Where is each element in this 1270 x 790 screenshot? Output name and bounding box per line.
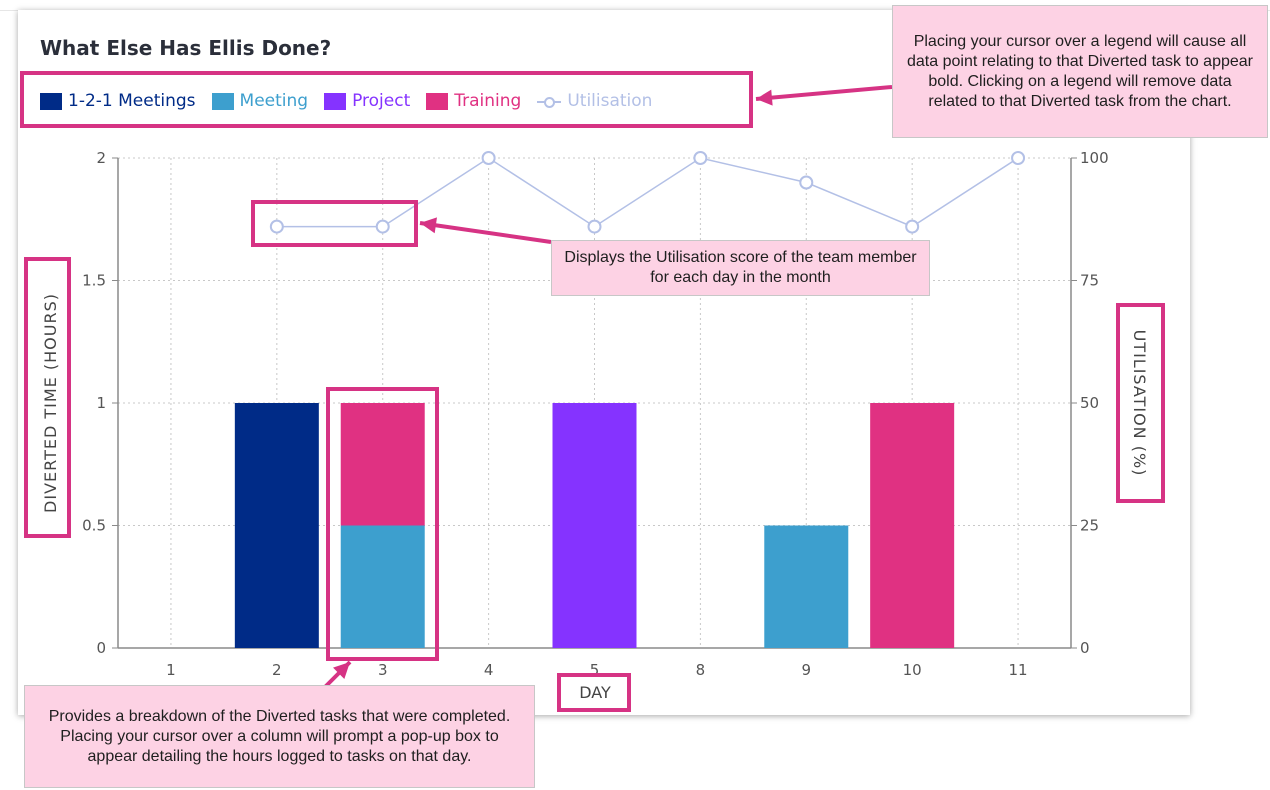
legend-item-training[interactable]: Training xyxy=(426,91,521,111)
legend-callout-arrow-head xyxy=(756,89,773,106)
bar-training xyxy=(870,403,955,648)
utilisation-callout: Displays the Utilisation score of the te… xyxy=(551,240,930,296)
utilisation-callout-arrow-head xyxy=(420,217,437,234)
bar-1-2-1-meetings xyxy=(234,403,319,648)
chart-title: What Else Has Ellis Done? xyxy=(40,36,332,60)
chart-legend: 1-2-1 Meetings Meeting Project Training … xyxy=(40,88,668,114)
y-tick-label: 0.5 xyxy=(82,517,106,535)
legend-label: Project xyxy=(352,91,411,111)
line-marker-icon xyxy=(537,93,562,110)
utilisation-point xyxy=(375,219,390,234)
utilisation-callout-arrow xyxy=(419,221,552,244)
legend-label: Utilisation xyxy=(567,91,653,111)
x-tick-label: 8 xyxy=(696,661,706,679)
legend-label: Training xyxy=(454,91,522,111)
x-tick-label: 2 xyxy=(272,661,282,679)
columns-callout-arrow-head xyxy=(333,662,350,679)
y2-tick-label: 25 xyxy=(1080,517,1099,535)
legend-item-utilisation[interactable]: Utilisation xyxy=(537,91,652,111)
utilisation-point xyxy=(481,151,496,165)
x-axis-label: DAY xyxy=(579,683,611,702)
legend-callout: Placing your cursor over a legend will c… xyxy=(892,5,1268,138)
utilisation-point xyxy=(693,151,708,165)
legend-callout-arrow xyxy=(755,85,893,101)
utilisation-line xyxy=(276,157,1019,228)
y-tick-label: 1.5 xyxy=(82,272,106,290)
y2-tick-label: 0 xyxy=(1080,639,1090,657)
bar-training xyxy=(340,403,425,526)
legend-item-meeting[interactable]: Meeting xyxy=(211,91,309,111)
x-tick-label: 3 xyxy=(378,661,388,679)
legend-swatch xyxy=(324,92,347,110)
y-axis-label: DIVERTED TIME (HOURS) xyxy=(41,293,60,513)
y-tick-label: 0 xyxy=(96,639,106,657)
legend-swatch xyxy=(426,92,449,110)
x-tick-label: 9 xyxy=(802,661,812,679)
y2-tick-label: 50 xyxy=(1080,394,1099,412)
x-tick-label: 10 xyxy=(903,661,922,679)
utilisation-point xyxy=(905,219,920,234)
y-tick-label: 1 xyxy=(96,394,106,412)
columns-callout: Provides a breakdown of the Diverted tas… xyxy=(24,685,535,788)
bar-meeting xyxy=(340,525,425,648)
utilisation-point xyxy=(269,219,284,234)
utilisation-point xyxy=(799,175,814,190)
bar-meeting xyxy=(764,525,849,648)
legend-item-1-2-1-meetings[interactable]: 1-2-1 Meetings xyxy=(40,91,196,111)
y-tick-label: 2 xyxy=(96,149,106,167)
y2-tick-label: 100 xyxy=(1080,149,1109,167)
x-tick-label: 4 xyxy=(484,661,494,679)
bar-project xyxy=(552,403,637,648)
utilisation-point xyxy=(1011,151,1026,165)
utilisation-point xyxy=(587,219,602,234)
legend-swatch xyxy=(211,92,234,110)
legend-swatch xyxy=(40,92,62,110)
x-tick-label: 1 xyxy=(166,661,176,679)
y2-axis-label: UTILISATION (%) xyxy=(1130,330,1149,477)
y2-tick-label: 75 xyxy=(1080,272,1099,290)
legend-label: 1-2-1 Meetings xyxy=(68,91,196,111)
x-tick-label: 5 xyxy=(590,661,600,679)
legend-label: Meeting xyxy=(239,91,309,111)
x-tick-label: 11 xyxy=(1009,661,1028,679)
legend-item-project[interactable]: Project xyxy=(324,91,410,111)
